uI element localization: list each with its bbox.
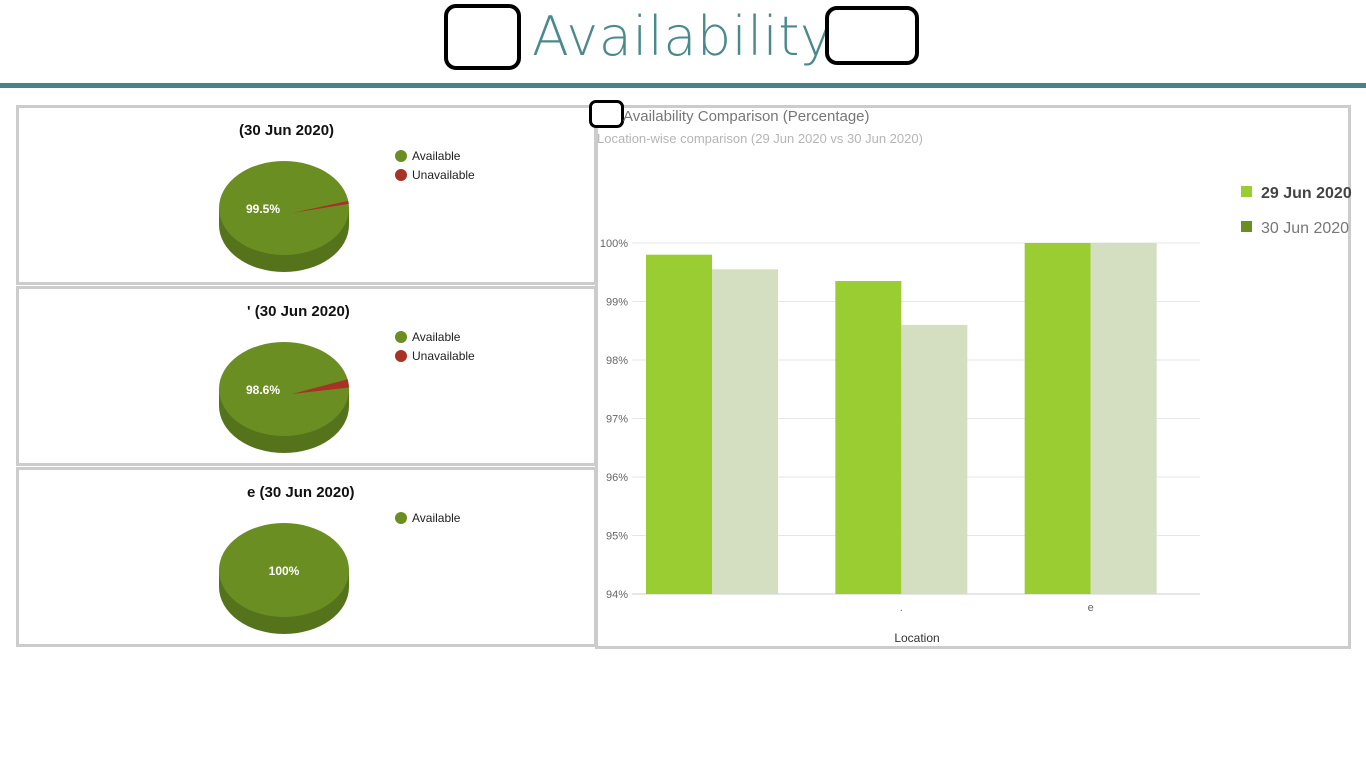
pie-slice-unavailable[interactable] <box>292 200 349 213</box>
legend-item-unavailable[interactable]: Unavailable <box>395 168 475 182</box>
legend-label: Available <box>412 330 461 344</box>
legend-label: 30 Jun 2020 <box>1261 220 1350 237</box>
bar-chart-subtitle: Location-wise comparison (29 Jun 2020 vs… <box>597 131 923 146</box>
redacted-box-right <box>825 6 919 65</box>
legend-label: Available <box>412 149 461 163</box>
legend-label: Unavailable <box>412 168 475 182</box>
title-divider <box>0 83 1366 88</box>
legend-item-30-jun[interactable]: 30 Jun 2020 <box>1241 220 1349 238</box>
legend-label: Available <box>412 511 461 525</box>
pie-panel-3: e (30 Jun 2020) 100% Available <box>16 467 597 647</box>
legend-dot-available <box>395 331 407 343</box>
pie-slice-available[interactable] <box>219 161 349 255</box>
legend-dot-available <box>395 150 407 162</box>
redacted-box-small <box>589 100 624 128</box>
pie-panel-1: (30 Jun 2020) 99.5% Available Unavailabl… <box>16 105 597 285</box>
legend-item-available[interactable]: Available <box>395 330 460 344</box>
pie-data-label: 99.5% <box>246 202 280 216</box>
redacted-box-left <box>444 4 521 70</box>
pie-data-label: 98.6% <box>246 383 280 397</box>
legend-item-29-jun[interactable]: 29 Jun 2020 <box>1241 185 1352 203</box>
legend-dot-unavailable <box>395 350 407 362</box>
pie-slice-available[interactable] <box>219 342 349 436</box>
legend-dot-available <box>395 512 407 524</box>
page-title: Availability - <box>532 5 870 68</box>
legend-item-available[interactable]: Available <box>395 511 460 525</box>
pie-data-label: 100% <box>269 564 300 578</box>
legend-dot-unavailable <box>395 169 407 181</box>
legend-label: 29 Jun 2020 <box>1261 185 1352 202</box>
pie-slice-unavailable[interactable] <box>292 379 349 394</box>
pie-chart: 100% <box>219 523 349 634</box>
pie-title: e (30 Jun 2020) <box>247 484 355 501</box>
legend-item-available[interactable]: Available <box>395 149 460 163</box>
pie-chart: 98.6% <box>219 342 349 453</box>
pie-panel-2: ' (30 Jun 2020) 98.6% Available Unavaila… <box>16 286 597 466</box>
legend-swatch <box>1241 185 1252 197</box>
pie-title: ' (30 Jun 2020) <box>247 303 350 320</box>
legend-label: Unavailable <box>412 349 475 363</box>
pie-title: (30 Jun 2020) <box>239 122 335 139</box>
pie-chart: 99.5% <box>219 161 349 272</box>
bar-chart-title: Availability Comparison (Percentage) <box>623 108 870 125</box>
bar-chart-panel <box>595 105 1351 649</box>
legend-item-unavailable[interactable]: Unavailable <box>395 349 475 363</box>
pie-slice-available[interactable] <box>219 523 349 617</box>
legend-swatch <box>1241 220 1252 232</box>
